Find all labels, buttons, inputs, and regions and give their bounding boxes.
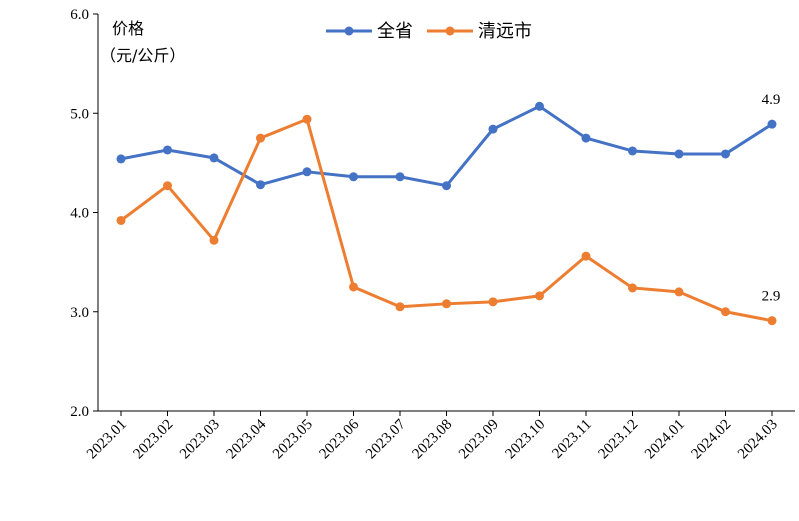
x-tick-label: 2023.04 [224, 416, 270, 462]
legend-swatch-marker [445, 26, 455, 36]
legend: 全省 清远市 [326, 21, 532, 42]
data-point [628, 283, 637, 293]
x-tick-label: 2023.06 [317, 416, 363, 462]
data-point [535, 101, 544, 111]
y-tick-label: 5.0 [70, 106, 89, 122]
legend-swatch-marker [344, 26, 354, 36]
x-tick-label: 2024.01 [642, 417, 688, 463]
x-tick-label: 2023.01 [84, 417, 130, 463]
series-2: 2.9 [116, 114, 781, 326]
data-point [488, 297, 498, 307]
data-point [349, 282, 358, 292]
data-point [674, 149, 684, 159]
data-point [209, 235, 219, 245]
y-axis-title-line2: （元/公斤） [100, 46, 185, 65]
data-point [163, 145, 172, 155]
data-point [674, 287, 684, 297]
data-point [395, 172, 405, 182]
series-line [120, 104, 773, 188]
legend-item: 清远市 [427, 21, 532, 42]
series-group: 4.9 2.9 [116, 92, 781, 326]
data-label: 4.9 [762, 92, 781, 108]
data-point [256, 133, 265, 143]
x-tick-label: 2024.03 [735, 417, 781, 463]
data-point [488, 124, 498, 134]
y-tick-label: 6.0 [70, 7, 89, 23]
x-tick-label: 2023.02 [131, 417, 177, 463]
legend-label: 全省 [377, 21, 413, 42]
y-tick-label: 2.0 [70, 404, 89, 420]
series-1: 4.9 [116, 92, 781, 191]
x-tick-label: 2023.08 [410, 417, 456, 463]
data-point [302, 114, 312, 124]
data-point [302, 167, 312, 177]
x-tick-label: 2023.03 [177, 417, 223, 463]
x-tick-label: 2023.09 [456, 417, 502, 463]
data-point [767, 119, 777, 129]
data-point [116, 215, 126, 225]
data-point [442, 181, 451, 191]
y-tick-label: 3.0 [70, 305, 89, 321]
data-point [721, 149, 730, 159]
series-line [120, 117, 773, 323]
data-point [349, 172, 358, 182]
data-point [628, 146, 637, 156]
data-point [767, 316, 777, 326]
x-tick-label: 2023.05 [270, 417, 316, 463]
y-axis-title: 价格 （元/公斤） [100, 19, 185, 65]
y-axis-title-line1: 价格 [112, 19, 144, 38]
data-point [581, 251, 591, 261]
x-tick-label: 2024.02 [689, 417, 735, 463]
x-tick-label: 2023.11 [549, 417, 594, 462]
data-point [535, 291, 544, 301]
legend-label: 清远市 [478, 21, 532, 42]
legend-item: 全省 [326, 21, 413, 42]
data-point [116, 154, 126, 164]
x-tick-label: 2023.07 [363, 416, 409, 462]
data-point [209, 153, 219, 163]
x-tick-label: 2023.12 [596, 417, 642, 463]
data-point [442, 299, 451, 309]
data-point [163, 181, 172, 191]
data-point [256, 180, 265, 190]
data-point [581, 133, 591, 143]
data-label: 2.9 [762, 289, 781, 305]
data-point [395, 302, 405, 312]
y-tick-label: 4.0 [70, 206, 89, 222]
data-point [721, 307, 730, 317]
x-tick-label: 2023.10 [503, 417, 549, 463]
